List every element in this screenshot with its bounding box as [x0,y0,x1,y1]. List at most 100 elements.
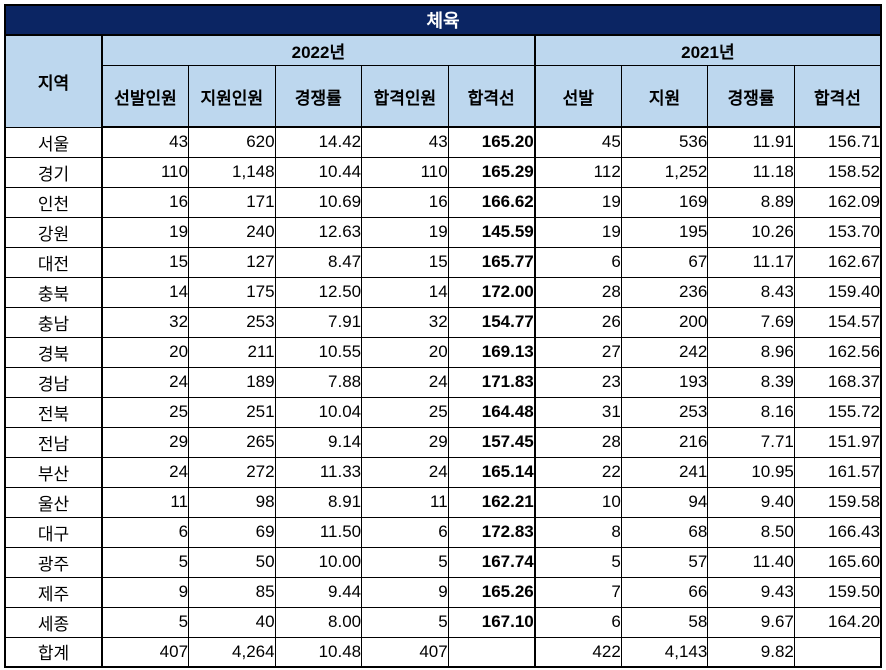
data-cell: 43 [361,126,449,158]
data-cell: 153.70 [793,216,882,248]
data-cell: 169 [620,186,709,218]
cutoff-cell: 164.48 [447,396,536,428]
table-row: 대전 15 127 8.47 15 165.77 6 67 11.17 162.67 [4,246,882,278]
data-cell: 168.37 [793,366,882,398]
region-cell: 대구 [4,516,103,548]
region-cell: 울산 [4,486,103,518]
region-cell: 충북 [4,276,103,308]
data-cell: 25 [361,396,449,428]
year-group-header: 2021년 [533,34,882,66]
data-cell: 110 [101,156,190,188]
data-cell: 24 [361,456,449,488]
column-header: 경쟁률 [707,65,795,128]
data-cell: 29 [361,426,449,458]
data-cell: 620 [188,126,276,158]
data-cell: 98 [188,486,276,518]
data-cell: 20 [101,336,190,368]
data-cell: 536 [620,126,709,158]
cutoff-cell: 165.29 [447,156,536,188]
data-cell: 10.69 [274,186,363,218]
data-cell: 7 [533,576,622,608]
data-cell: 15 [101,246,190,278]
data-cell: 57 [620,546,709,578]
cutoff-cell: 169.13 [447,336,536,368]
data-cell: 8.91 [274,486,363,518]
data-cell: 14 [101,276,190,308]
data-cell: 5 [101,606,190,638]
data-cell: 68 [620,516,709,548]
data-cell: 11.17 [707,246,795,278]
cutoff-cell: 172.83 [447,516,536,548]
table-row: 서울 43 620 14.42 43 165.20 45 536 11.91 156.71 [4,126,882,158]
data-cell: 242 [620,336,709,368]
table-row: 충남 32 253 7.91 32 154.77 26 200 7.69 154.57 [4,306,882,338]
data-cell: 22 [533,456,622,488]
region-cell: 충남 [4,306,103,338]
data-cell: 241 [620,456,709,488]
data-cell: 58 [620,606,709,638]
data-cell: 10.04 [274,396,363,428]
data-cell: 10 [533,486,622,518]
data-cell: 94 [620,486,709,518]
data-cell: 8.96 [707,336,795,368]
region-cell: 부산 [4,456,103,488]
data-cell: 8.47 [274,246,363,278]
table-row: 전북 25 251 10.04 25 164.48 31 253 8.16 155.72 [4,396,882,428]
data-cell: 9.44 [274,576,363,608]
cutoff-cell: 166.62 [447,186,536,218]
data-cell: 32 [101,306,190,338]
data-cell: 251 [188,396,276,428]
table-row: 제주 9 85 9.44 9 165.26 7 66 9.43 159.50 [4,576,882,608]
data-cell: 69 [188,516,276,548]
data-cell: 112 [533,156,622,188]
cutoff-cell: 171.83 [447,366,536,398]
data-cell: 6 [361,516,449,548]
data-cell: 15 [361,246,449,278]
table-row: 부산 24 272 11.33 24 165.14 22 241 10.95 161.57 [4,456,882,488]
region-cell: 경기 [4,156,103,188]
data-cell: 165.60 [793,546,882,578]
table-row: 대구 6 69 11.50 6 172.83 8 68 8.50 166.43 [4,516,882,548]
data-cell: 31 [533,396,622,428]
table-row: 경북 20 211 10.55 20 169.13 27 242 8.96 162.56 [4,336,882,368]
data-cell: 6 [533,606,622,638]
data-cell: 158.52 [793,156,882,188]
data-cell: 7.88 [274,366,363,398]
total-row: 합계 407 4,264 10.48 407 422 4,143 9.82 [4,636,882,668]
data-cell: 11.40 [707,546,795,578]
column-header: 합격선 [793,65,882,128]
data-cell: 6 [533,246,622,278]
data-cell: 4,143 [620,636,709,668]
column-header: 합격인원 [361,65,449,128]
data-cell: 240 [188,216,276,248]
data-cell [793,636,882,668]
region-cell: 전북 [4,396,103,428]
data-cell: 193 [620,366,709,398]
column-header: 지원인원 [188,65,276,128]
region-cell: 경북 [4,336,103,368]
data-cell: 9.43 [707,576,795,608]
data-cell: 8.50 [707,516,795,548]
column-header: 지원 [620,65,709,128]
data-cell: 14.42 [274,126,363,158]
table-row: 충북 14 175 12.50 14 172.00 28 236 8.43 159.40 [4,276,882,308]
cutoff-cell: 165.26 [447,576,536,608]
data-cell: 422 [533,636,622,668]
data-cell: 9.40 [707,486,795,518]
data-cell: 10.55 [274,336,363,368]
data-cell: 151.97 [793,426,882,458]
data-cell: 11.91 [707,126,795,158]
table-row: 강원 19 240 12.63 19 145.59 19 195 10.26 153.70 [4,216,882,248]
data-cell: 211 [188,336,276,368]
region-cell: 대전 [4,246,103,278]
data-cell: 11 [101,486,190,518]
column-header: 경쟁률 [274,65,363,128]
cutoff-cell: 172.00 [447,276,536,308]
data-cell: 4,264 [188,636,276,668]
data-cell: 10.00 [274,546,363,578]
table-title: 체육 [4,4,882,36]
cutoff-cell: 162.21 [447,486,536,518]
data-cell: 16 [101,186,190,218]
data-cell: 11 [361,486,449,518]
